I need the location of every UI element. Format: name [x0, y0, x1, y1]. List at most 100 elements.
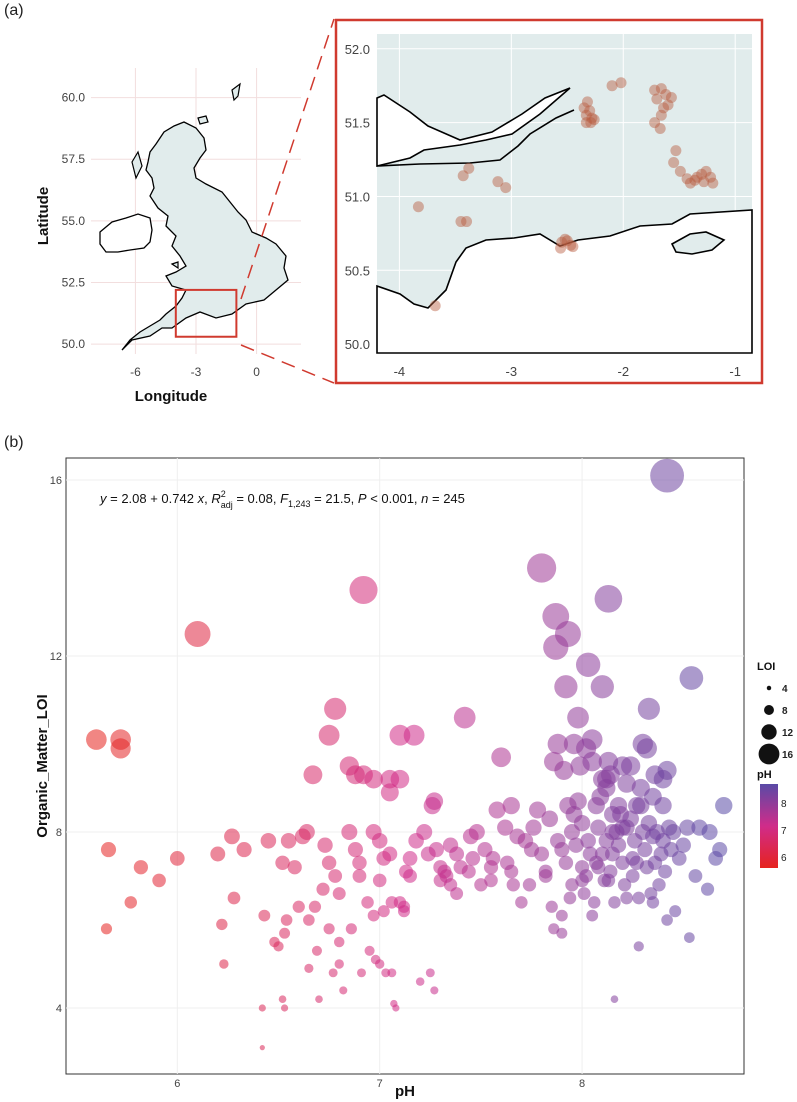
scatter-point [361, 896, 374, 909]
scatter-y-tick-label: 12 [50, 651, 62, 663]
scatter-point [397, 905, 411, 918]
bristol-channel-sea [376, 87, 571, 168]
sampling-point [658, 102, 670, 114]
scatter-point [377, 905, 390, 918]
loi-legend-label: 8 [782, 706, 788, 717]
sampling-point [461, 216, 473, 228]
sampling-point [555, 242, 567, 254]
scatter-point [110, 738, 131, 759]
scatter-point [575, 652, 601, 677]
scatter-point [236, 842, 252, 858]
scatter-point [279, 927, 291, 939]
scatter-point [637, 842, 653, 858]
scatter-point [352, 869, 367, 883]
scatter-axes: 6 7 8 4 8 12 16 [50, 475, 585, 1090]
scatter-point [590, 675, 614, 699]
scatter-point [515, 896, 528, 909]
scatter-point [280, 914, 293, 926]
scatter-point [522, 878, 537, 892]
scatter-point [577, 887, 591, 901]
sampling-point [580, 109, 592, 121]
loi-legend-key [758, 743, 780, 765]
sampling-point [588, 114, 600, 126]
scatter-x-axis-title: pH [395, 1083, 415, 1100]
sampling-point [615, 77, 627, 89]
scatter-y-axis-title: Organic_Matter_LOI [34, 694, 51, 837]
scatter-point [304, 963, 314, 973]
sampling-point [655, 109, 667, 121]
uk-map-y-tick-label: 57.5 [62, 152, 86, 166]
scatter-point [527, 553, 557, 583]
sampling-point [651, 93, 663, 105]
scatter-point [364, 945, 375, 956]
sampling-point [705, 171, 717, 183]
scatter-point [323, 923, 335, 935]
scatter-point [582, 751, 602, 772]
sampling-point [691, 171, 703, 183]
scatter-point [636, 738, 657, 759]
inset-map-axes: -4 -3 -2 -1 50.0 50.5 51.0 51.5 52.0 [345, 42, 741, 379]
scatter-point [298, 824, 315, 840]
scatter-point [541, 810, 559, 828]
ph-color-legend: pH 8 7 6 [757, 769, 787, 868]
scatter-point [357, 968, 366, 978]
ph-colorbar [760, 784, 778, 868]
scatter-point [712, 842, 728, 858]
uk-map-x-axis-title: Longitude [135, 388, 207, 405]
scatter-point [621, 756, 641, 776]
scatter-point [425, 792, 444, 810]
scatter-point [430, 986, 439, 995]
scatter-point [334, 959, 344, 969]
scatter-point [287, 860, 302, 875]
scatter-point [311, 945, 322, 956]
ireland-landmass [99, 213, 153, 253]
scatter-point [565, 805, 583, 823]
sampling-point [585, 117, 597, 129]
scatter-point [688, 869, 703, 883]
scatter-point [608, 896, 621, 909]
scatter-point [545, 900, 558, 913]
inset-y-tick-label: 50.5 [345, 263, 370, 278]
scatter-point [375, 959, 385, 969]
sampling-point [665, 92, 677, 104]
anglesey-island [170, 261, 179, 270]
shetland-islands [231, 82, 241, 102]
uk-map-x-tick-label: -6 [130, 365, 141, 379]
scatter-point [224, 828, 240, 845]
scatter-point [569, 792, 587, 810]
scatter-point [701, 824, 718, 840]
sampling-point [660, 89, 672, 101]
om-vs-ph-scatter: 6 7 8 4 8 12 16 y = 2.08 + 0.742 x, R2 adj = 0.… [34, 457, 794, 1100]
uk-map-y-tick-label: 60.0 [62, 91, 86, 105]
scatter-point [303, 765, 323, 785]
inset-x-tick-label: -2 [617, 364, 629, 379]
scatter-points [86, 458, 733, 1051]
sampling-point [606, 80, 618, 92]
regression-annotation: y = 2.08 + 0.742 x, R2 adj = 0.08, F1,243… [99, 489, 465, 510]
scatter-point [280, 1004, 289, 1012]
sampling-point [412, 201, 424, 213]
severn-estuary-line [376, 109, 575, 167]
sampling-point [580, 117, 592, 129]
scatter-point [333, 936, 345, 948]
sampling-point [556, 236, 568, 248]
scatter-point [579, 869, 594, 883]
scatter-point [392, 1004, 400, 1012]
scatter-point [614, 819, 631, 836]
scatter-point [565, 878, 579, 892]
scatter-point [403, 724, 425, 746]
scatter-point [610, 995, 619, 1004]
sampling-point [707, 177, 719, 189]
sampling-point [457, 170, 469, 182]
scatter-point [258, 1004, 266, 1012]
scatter-point [341, 824, 358, 840]
sampling-point [584, 105, 596, 117]
loi-legend-label: 12 [782, 728, 794, 739]
scatter-point [382, 846, 398, 862]
scatter-point [402, 851, 418, 866]
scatter-point [502, 796, 520, 815]
scatter-point [100, 842, 117, 858]
scatter-point [332, 887, 346, 901]
orkney-islands [197, 115, 209, 125]
scatter-point [124, 896, 138, 909]
